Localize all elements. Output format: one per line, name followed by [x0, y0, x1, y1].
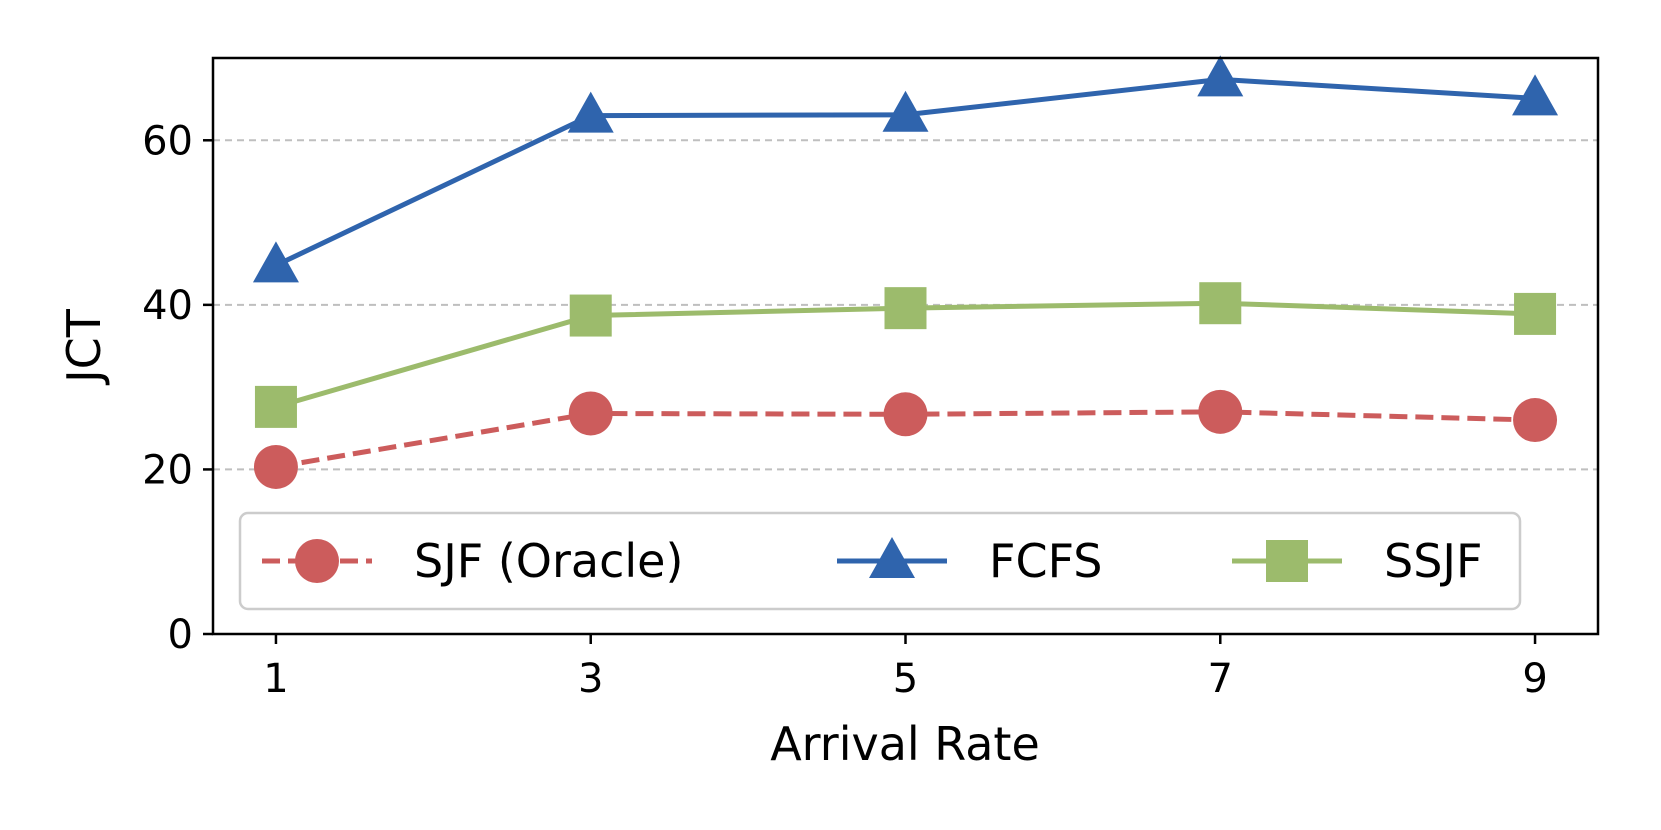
legend-item-fcfs: FCFS [837, 534, 1102, 588]
legend-item-ssjf: SSJF [1232, 534, 1482, 588]
data-point-ssjf [254, 385, 297, 428]
y-tick-label: 60 [142, 118, 193, 164]
data-point-fcfs [252, 241, 299, 283]
data-point-sjf-oracle [883, 392, 928, 437]
x-tick-label: 7 [1208, 656, 1233, 702]
data-point-fcfs [1197, 55, 1244, 97]
data-point-fcfs [567, 91, 614, 133]
data-point-ssjf [1199, 282, 1242, 325]
legend: SJF (Oracle) FCFS SSJF [238, 511, 1522, 611]
legend-label: FCFS [989, 534, 1102, 588]
data-point-sjf-oracle [253, 444, 298, 489]
grid-lines [213, 139, 1598, 471]
data-point-sjf-oracle [568, 391, 613, 436]
series-ssjf [254, 282, 1557, 428]
data-point-fcfs [882, 90, 929, 132]
legend-label: SJF (Oracle) [414, 534, 683, 588]
x-axis-title: Arrival Rate [770, 717, 1040, 771]
x-axis-ticks: 1 3 5 7 9 [263, 634, 1548, 702]
y-tick-label: 40 [142, 283, 193, 329]
series-fcfs [252, 55, 1559, 283]
series-layer [252, 55, 1559, 489]
legend-marker-fcfs [869, 537, 915, 578]
legend-item-sjf-oracle: SJF (Oracle) [262, 534, 683, 588]
legend-marker-sjf-oracle [295, 539, 339, 583]
x-tick-label: 5 [893, 656, 918, 702]
legend-label: SSJF [1384, 534, 1482, 588]
data-point-ssjf [569, 294, 612, 337]
x-tick-label: 9 [1522, 656, 1547, 702]
x-tick-label: 3 [578, 656, 603, 702]
y-tick-label: 0 [168, 612, 193, 658]
data-point-fcfs [1512, 74, 1559, 116]
x-tick-label: 1 [263, 656, 288, 702]
y-axis-ticks: 0 20 40 60 [142, 118, 213, 658]
y-tick-label: 20 [142, 447, 193, 493]
series-sjf-oracle [253, 389, 1558, 489]
legend-marker-ssjf [1266, 540, 1308, 582]
y-axis-title: JCT [57, 308, 111, 386]
data-point-sjf-oracle [1198, 389, 1243, 434]
data-point-ssjf [1514, 292, 1557, 335]
data-point-ssjf [884, 287, 927, 330]
data-point-sjf-oracle [1513, 398, 1558, 443]
